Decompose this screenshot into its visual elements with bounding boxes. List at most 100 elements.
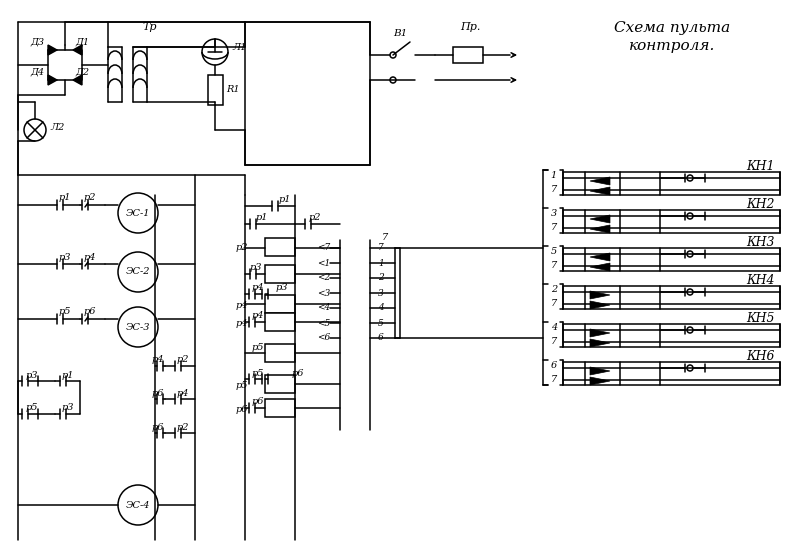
Bar [208,75,223,105]
Text: р5: р5 [252,368,264,377]
Text: р1: р1 [256,214,268,222]
Polygon shape [590,339,610,347]
Text: р2: р2 [235,244,248,253]
Circle shape [118,193,158,233]
Text: R1: R1 [226,86,240,94]
Polygon shape [590,301,610,309]
Text: 5: 5 [550,247,557,255]
Text: <3: <3 [317,288,330,297]
Bar [265,399,295,417]
Text: <5: <5 [317,319,330,328]
Text: Д4: Д4 [30,68,44,77]
Bar [265,313,295,331]
Polygon shape [590,329,610,337]
Circle shape [24,119,46,141]
Bar [563,248,780,271]
Text: 6: 6 [550,361,557,369]
Polygon shape [590,177,610,185]
Polygon shape [590,263,610,271]
Text: р6: р6 [292,368,304,377]
Text: р5: р5 [58,307,71,316]
Text: 7: 7 [550,224,557,233]
Text: Схема пульта: Схема пульта [614,21,730,35]
Text: <1: <1 [317,258,330,268]
Text: 3: 3 [378,288,384,297]
Text: 7: 7 [550,262,557,271]
Text: 2: 2 [378,273,384,282]
Bar [563,362,780,385]
Polygon shape [48,75,57,85]
Circle shape [687,251,693,257]
Polygon shape [590,377,610,385]
Text: ЭС-3: ЭС-3 [126,323,150,331]
Text: Д1: Д1 [75,37,89,46]
Circle shape [202,39,228,65]
Text: р4: р4 [235,319,248,328]
Text: р2: р2 [84,193,96,202]
Polygon shape [590,187,610,195]
Text: <2: <2 [317,273,330,282]
Polygon shape [590,291,610,299]
Bar [265,295,295,313]
Text: р6: р6 [152,423,164,432]
Text: КН2: КН2 [746,198,775,211]
Polygon shape [590,253,610,261]
Text: р6: р6 [152,389,164,397]
Text: 7: 7 [550,186,557,195]
Circle shape [687,365,693,371]
Text: <6: <6 [317,334,330,343]
Circle shape [687,327,693,333]
Circle shape [687,213,693,219]
Text: р3: р3 [62,404,74,413]
Text: р4: р4 [84,253,96,262]
Text: р2: р2 [177,423,190,432]
Text: <4: <4 [317,304,330,312]
Text: 7: 7 [378,244,384,253]
Bar [265,265,295,283]
Text: 4: 4 [378,304,384,312]
Text: р1: р1 [62,371,74,380]
Text: КН4: КН4 [746,274,775,287]
Bar [563,172,780,195]
Text: В1: В1 [393,29,407,37]
Bar [563,324,780,347]
Text: КН1: КН1 [746,160,775,173]
Text: р4: р4 [235,301,248,310]
Polygon shape [48,45,57,55]
Text: Д3: Д3 [30,37,44,46]
Text: Тр: Тр [142,22,158,32]
Text: Л2: Л2 [50,124,64,132]
Text: 4: 4 [550,323,557,331]
Bar [265,375,295,393]
Text: р4: р4 [177,389,190,397]
Text: 1: 1 [550,170,557,179]
Text: контроля.: контроля. [629,39,715,53]
Circle shape [118,307,158,347]
Circle shape [687,175,693,181]
Text: 5: 5 [378,319,384,328]
Circle shape [118,252,158,292]
Text: 7: 7 [382,233,388,241]
Text: р1: р1 [58,193,71,202]
Text: р3: р3 [26,371,38,380]
Text: р5: р5 [252,343,264,352]
Text: 2: 2 [550,285,557,293]
Circle shape [390,52,396,58]
Text: 6: 6 [378,334,384,343]
Text: р6: р6 [84,307,96,316]
Text: 1: 1 [378,258,384,268]
Text: р5: р5 [26,404,38,413]
Bar [563,210,780,233]
Polygon shape [590,215,610,223]
Polygon shape [590,225,610,233]
Text: 7: 7 [550,300,557,309]
Text: 7: 7 [550,338,557,347]
Text: <7: <7 [317,244,330,253]
Text: р6: р6 [252,397,264,406]
Circle shape [390,77,396,83]
Text: КН3: КН3 [746,236,775,249]
Text: КН6: КН6 [746,350,775,363]
Text: р2: р2 [177,356,190,364]
Text: Д2: Д2 [75,68,89,77]
Text: р4: р4 [152,356,164,364]
